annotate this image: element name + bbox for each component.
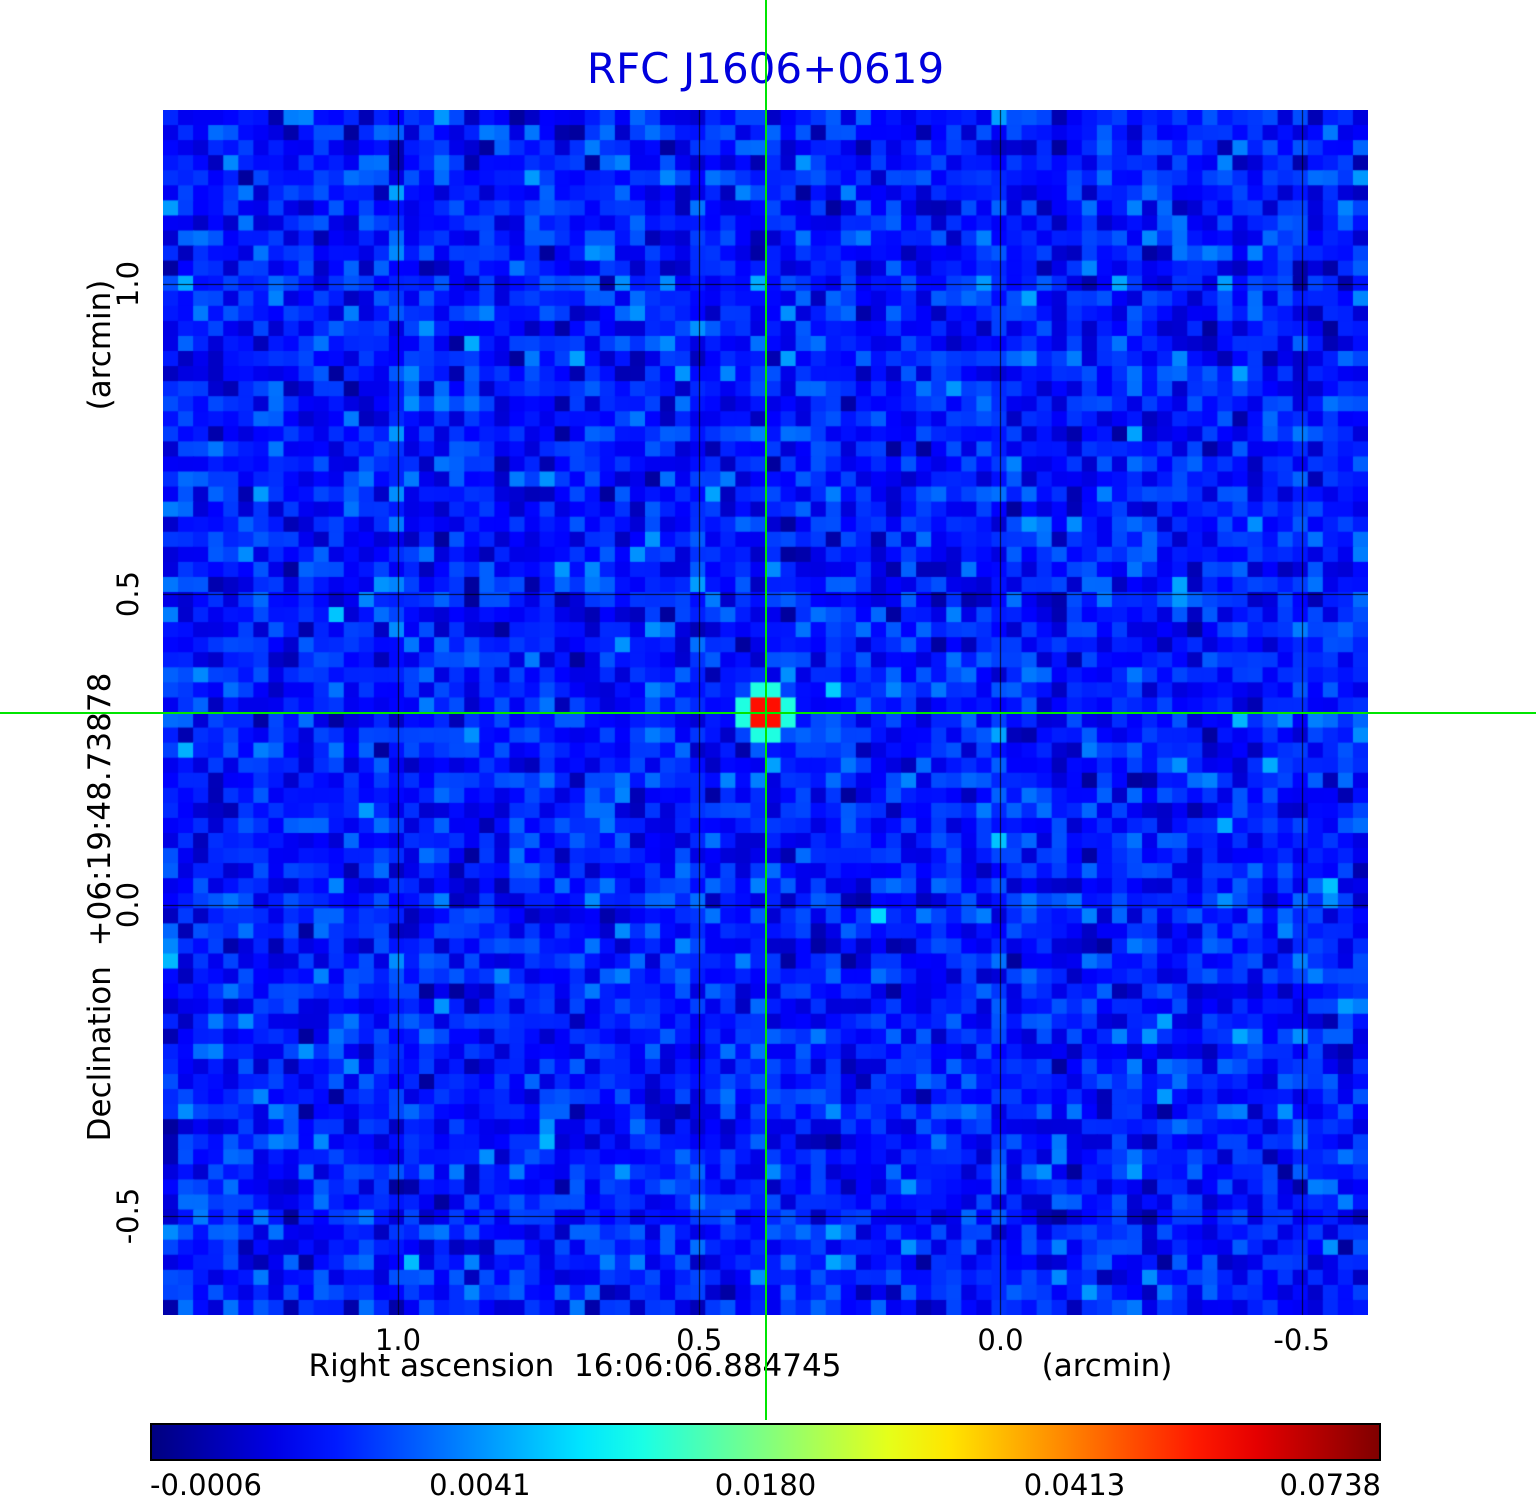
colorbar-tick-label: -0.0006 — [150, 1468, 262, 1502]
colorbar-tick-label: 0.0041 — [429, 1468, 531, 1502]
crosshair-horizontal-line — [0, 711, 1536, 714]
x-tick-label: 0.5 — [676, 1323, 723, 1357]
colorbar-tick-label: 0.0180 — [714, 1468, 817, 1502]
y-tick-label: -0.5 — [111, 1187, 145, 1244]
x-tick-label: 0.0 — [977, 1323, 1024, 1357]
colorbar-tick-label: 0.0413 — [1023, 1468, 1126, 1502]
x-tick-label: 1.0 — [374, 1323, 422, 1357]
y-tick-label: 0.5 — [111, 571, 145, 618]
y-tick-label: 1.0 — [111, 260, 145, 307]
x-tick-label: -0.5 — [1273, 1323, 1331, 1357]
x-axis-unit: (arcmin) — [1041, 1348, 1173, 1384]
y-tick-label: 0.0 — [111, 881, 145, 929]
chart-title: RFC J1606+0619 — [586, 44, 945, 93]
colorbar-tick-label: 0.0738 — [1279, 1468, 1381, 1502]
crosshair-vertical-line — [764, 0, 767, 1420]
x-axis-label: Right ascension 16:06:06.884745 — [308, 1348, 842, 1384]
colorbar-tick-labels: -0.0006 0.0041 0.0180 0.0413 0.0738 — [150, 1468, 1381, 1504]
colorbar — [150, 1423, 1381, 1461]
